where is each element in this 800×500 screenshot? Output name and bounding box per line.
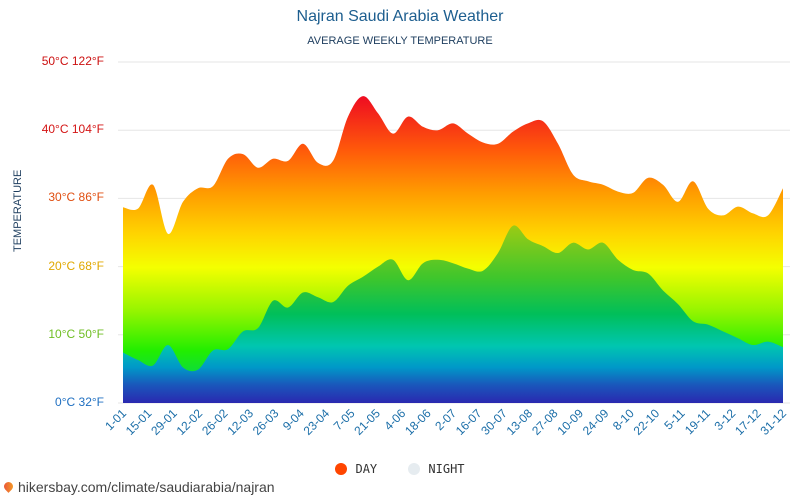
- x-tick-label: 26-03: [250, 406, 282, 438]
- y-tick-label: 40°C 104°F: [41, 122, 104, 137]
- source-url: hikersbay.com/climate/saudiarabia/najran: [18, 479, 275, 495]
- legend-item-day[interactable]: DAY: [335, 462, 377, 476]
- x-tick-label: 17-12: [732, 406, 764, 438]
- legend-label-night: NIGHT: [428, 462, 465, 476]
- x-tick-label: 27-08: [529, 406, 561, 438]
- x-tick-label: 15-01: [123, 406, 155, 438]
- x-tick-label: 31-12: [758, 406, 790, 438]
- y-tick-label: 20°C 68°F: [48, 258, 104, 273]
- day-legend-dot: [335, 463, 348, 475]
- chart-title: Najran Saudi Arabia Weather: [296, 8, 504, 25]
- night-legend-dot: [408, 463, 421, 475]
- x-tick-label: 19-11: [682, 406, 713, 437]
- x-tick-label: 12-03: [224, 406, 256, 438]
- x-tick-label: 26-02: [199, 406, 231, 438]
- x-tick-label: 16-07: [453, 406, 485, 438]
- night-series-area: [123, 225, 783, 403]
- y-tick-label: 0°C 32°F: [55, 395, 104, 409]
- x-tick-label: 21-05: [351, 406, 383, 438]
- y-tick-label: 30°C 86°F: [48, 190, 104, 205]
- x-tick-label: 18-06: [402, 406, 434, 438]
- x-tick-label: 13-08: [504, 406, 536, 438]
- y-tick-label: 10°C 50°F: [48, 326, 104, 341]
- x-tick-label: 12-02: [174, 406, 206, 438]
- location-pin-icon: [2, 480, 15, 493]
- x-tick-label: 29-01: [148, 406, 180, 438]
- source-link[interactable]: hikersbay.com/climate/saudiarabia/najran: [2, 479, 275, 495]
- chart-subtitle: AVERAGE WEEKLY TEMPERATURE: [307, 35, 493, 47]
- x-tick-label: 24-09: [580, 406, 612, 438]
- x-tick-label: 23-04: [301, 406, 333, 438]
- y-tick-label: 50°C 122°F: [41, 54, 104, 68]
- x-tick-label: 22-10: [631, 406, 663, 438]
- legend-label-day: DAY: [355, 462, 378, 476]
- x-tick-label: 10-09: [554, 406, 586, 438]
- legend: DAY NIGHT: [0, 462, 800, 476]
- x-tick-label: 30-07: [478, 406, 510, 438]
- legend-item-night[interactable]: NIGHT: [408, 462, 465, 476]
